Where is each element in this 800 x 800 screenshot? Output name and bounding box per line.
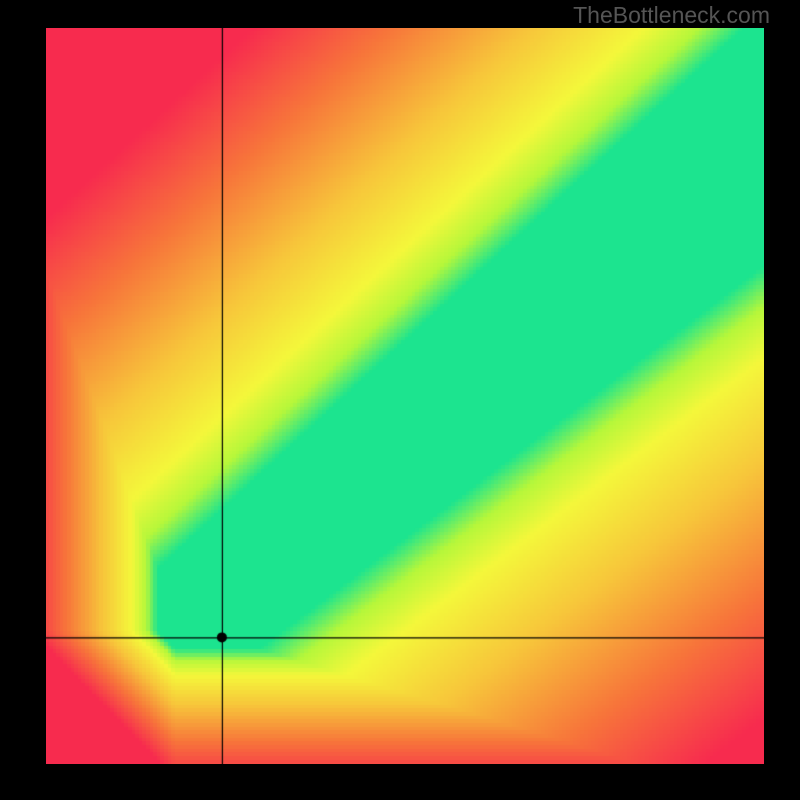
bottleneck-heatmap — [46, 28, 764, 764]
chart-container: TheBottleneck.com — [0, 0, 800, 800]
plot-area — [46, 28, 764, 764]
watermark-text: TheBottleneck.com — [573, 2, 770, 29]
